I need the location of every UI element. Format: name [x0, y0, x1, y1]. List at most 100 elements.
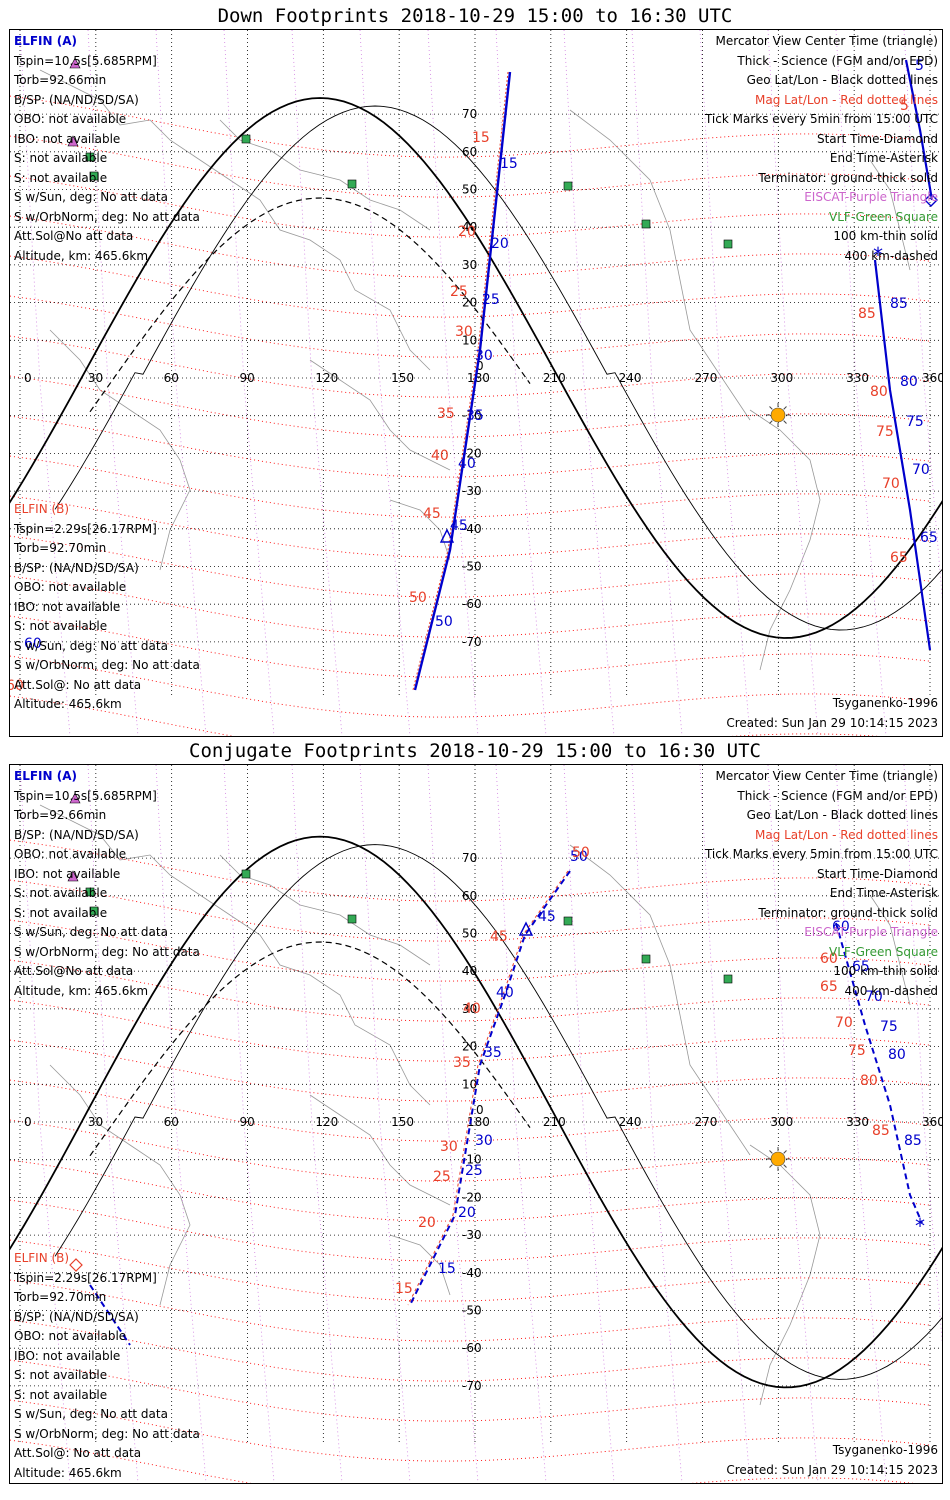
elfin-a-tick-label: 35: [484, 1045, 502, 1061]
lon-tick-label: 90: [240, 1115, 255, 1129]
elfin-a-tick-label: 25: [465, 1163, 483, 1179]
legend-line: Geo Lat/Lon - Black dotted lines: [746, 808, 938, 822]
elfin-a-info-line: S w/OrbNorm, deg: No att data: [14, 944, 200, 959]
vlf-station-square: [723, 974, 733, 984]
elfin-a-info-line: S w/OrbNorm, deg: No att data: [14, 209, 200, 224]
lat-tick-label: -60: [462, 597, 482, 611]
elfin-b-tick-label: 85: [890, 296, 908, 312]
elfin-b-info-line: B/SP: (NA/ND/SD/SA): [14, 560, 139, 575]
conjugate-footprints-map: 0 30 60 90 120 150 180 210 240 270 300 330 360 70 60 50…: [9, 764, 943, 1484]
elfin-a-tick-label: 35: [466, 408, 484, 424]
lon-tick-label: 90: [240, 371, 255, 385]
vlf-station-square: [89, 171, 99, 181]
legend-line: 400 km-dashed: [844, 248, 938, 263]
elfin-a-tick-label-mag: 15: [395, 1281, 413, 1297]
elfin-a-info-line: Att.Sol@No att data: [14, 229, 134, 243]
lat-tick-label: 0: [476, 359, 484, 373]
legend-line: Mag Lat/Lon - Red dotted lines: [754, 92, 938, 107]
lon-tick-label: 210: [543, 371, 566, 385]
legend-line: Mag Lat/Lon - Red dotted lines: [754, 827, 938, 842]
elfin-a-tick-label: 15: [500, 156, 518, 172]
elfin-a-info-line: ELFIN (A): [14, 34, 77, 48]
lon-tick-label: 360: [922, 1115, 942, 1129]
lon-tick-label: 120: [315, 371, 338, 385]
lat-tick-label: 60: [462, 145, 477, 159]
view-center-triangle: [439, 528, 455, 543]
elfin-b-info-line: S w/Sun, deg: No att data: [14, 638, 168, 653]
elfin-a-info-line: Altitude, km: 465.6km: [14, 248, 149, 263]
vlf-station-square: [241, 134, 251, 144]
elfin-a-info-line: Torb=92.66min: [14, 73, 107, 87]
lon-tick-label: 30: [88, 371, 103, 385]
eiscat-station-triangle: [67, 870, 79, 882]
lat-tick-label: 50: [462, 927, 477, 941]
elfin-a-tick-label-mag: 20: [458, 224, 476, 240]
elfin-b-tick-label: 80: [888, 1047, 906, 1063]
elfin-a-tick-label-mag: 25: [450, 284, 468, 300]
elfin-a-info-line: IBO: not available: [14, 131, 121, 146]
coastlines: [39, 804, 911, 1406]
elfin-b-track-start: [89, 1284, 131, 1346]
lon-tick-label: 150: [391, 1115, 414, 1129]
altitude-400km-line: [89, 941, 531, 1157]
lon-tick-label: 210: [543, 1115, 566, 1129]
lat-tick-label: -40: [462, 1266, 482, 1280]
legend-line: Thick - Science (FGM and/or EPD): [737, 53, 938, 68]
elfin-a-info-line: ELFIN (A): [14, 769, 77, 783]
mag-grid-lines: [10, 95, 931, 736]
terminator-line: [10, 97, 942, 639]
edge-tick-label: 5: [900, 98, 909, 114]
elfin-a-tick-label: 45: [450, 518, 468, 534]
lon-tick-label: 330: [846, 1115, 869, 1129]
lat-tick-label: 10: [462, 1077, 477, 1091]
legend-line: Start Time-Diamond: [816, 866, 938, 881]
legend-line: End Time-Asterisk: [829, 151, 938, 165]
legend-line: Geo Lat/Lon - Black dotted lines: [746, 73, 938, 87]
lon-tick-label: 150: [391, 371, 414, 385]
elfin-b-tick-label: 65: [852, 959, 870, 975]
legend-line: Terminator: ground-thick solid: [758, 905, 938, 920]
elfin-a-info-line: S w/Sun, deg: No att data: [14, 925, 168, 939]
created-timestamp: Created: Sun Jan 29 10:14:15 2023: [726, 716, 938, 730]
geo-grid-lines: [10, 30, 942, 696]
view-center-triangle: [518, 921, 534, 936]
elfin-a-tick-label: 30: [475, 1133, 493, 1149]
elfin-a-info-line: B/SP: (NA/ND/SD/SA): [14, 827, 139, 842]
elfin-b-info-line: OBO: not available: [14, 580, 127, 594]
elfin-b-info-line: S w/OrbNorm, deg: No att data: [14, 1426, 200, 1441]
elfin-a-tick-label-mag: 35: [453, 1055, 471, 1071]
lat-tick-label: -30: [462, 1228, 482, 1242]
elfin-b-track-overlay: [412, 71, 509, 691]
map-canvas: 0 30 60 90 120 150 180 210 240 270 300 330 360706050…: [10, 765, 942, 1483]
elfin-b-tick-label-mag: 70: [882, 476, 900, 492]
lat-tick-label: -50: [462, 1304, 482, 1318]
edge-tick-label: 5: [915, 58, 924, 74]
sun-icon: [766, 403, 790, 427]
elfin-b-tick-label: 65: [920, 530, 938, 546]
lat-tick-label: 70: [462, 851, 477, 865]
vlf-station-square: [347, 179, 357, 189]
elfin-b-tick-label-mag: 65: [890, 550, 908, 566]
elfin-a-tick-label: 20: [491, 236, 509, 252]
legend-line: End Time-Asterisk: [829, 886, 938, 900]
elfin-a-tick-label-mag: 40: [463, 1001, 481, 1017]
elfin-a-tick-label-mag: 30: [440, 1139, 458, 1155]
legend-line: Mercator View Center Time (triangle): [715, 769, 938, 783]
elfin-b-tick-label: 60: [832, 919, 850, 935]
elfin-b-tick-label: 70: [865, 989, 883, 1005]
altitude-100km-line: [54, 844, 942, 1380]
elfin-b-tick-label: 85: [904, 1133, 922, 1149]
end-time-asterisk: *: [914, 1214, 926, 1238]
elfin-b-tick-label-mag: 75: [876, 424, 894, 440]
lon-tick-label: 360: [922, 371, 942, 385]
legend-line: Thick - Science (FGM and/or EPD): [737, 788, 938, 803]
lat-tick-label: -40: [462, 522, 482, 536]
lat-tick-label: -10: [462, 1153, 482, 1167]
elfin-a-tick-label-mag: 45: [490, 929, 508, 945]
legend-line: EISCAT-Purple Triangle: [804, 190, 938, 204]
elfin-b-track: [873, 259, 932, 651]
elfin-b-tick-label: 70: [912, 462, 930, 478]
elfin-b-tick-label-mag: 80: [870, 384, 888, 400]
lat-tick-label: -60: [462, 1341, 482, 1355]
lat-tick-label: -50: [462, 560, 482, 574]
